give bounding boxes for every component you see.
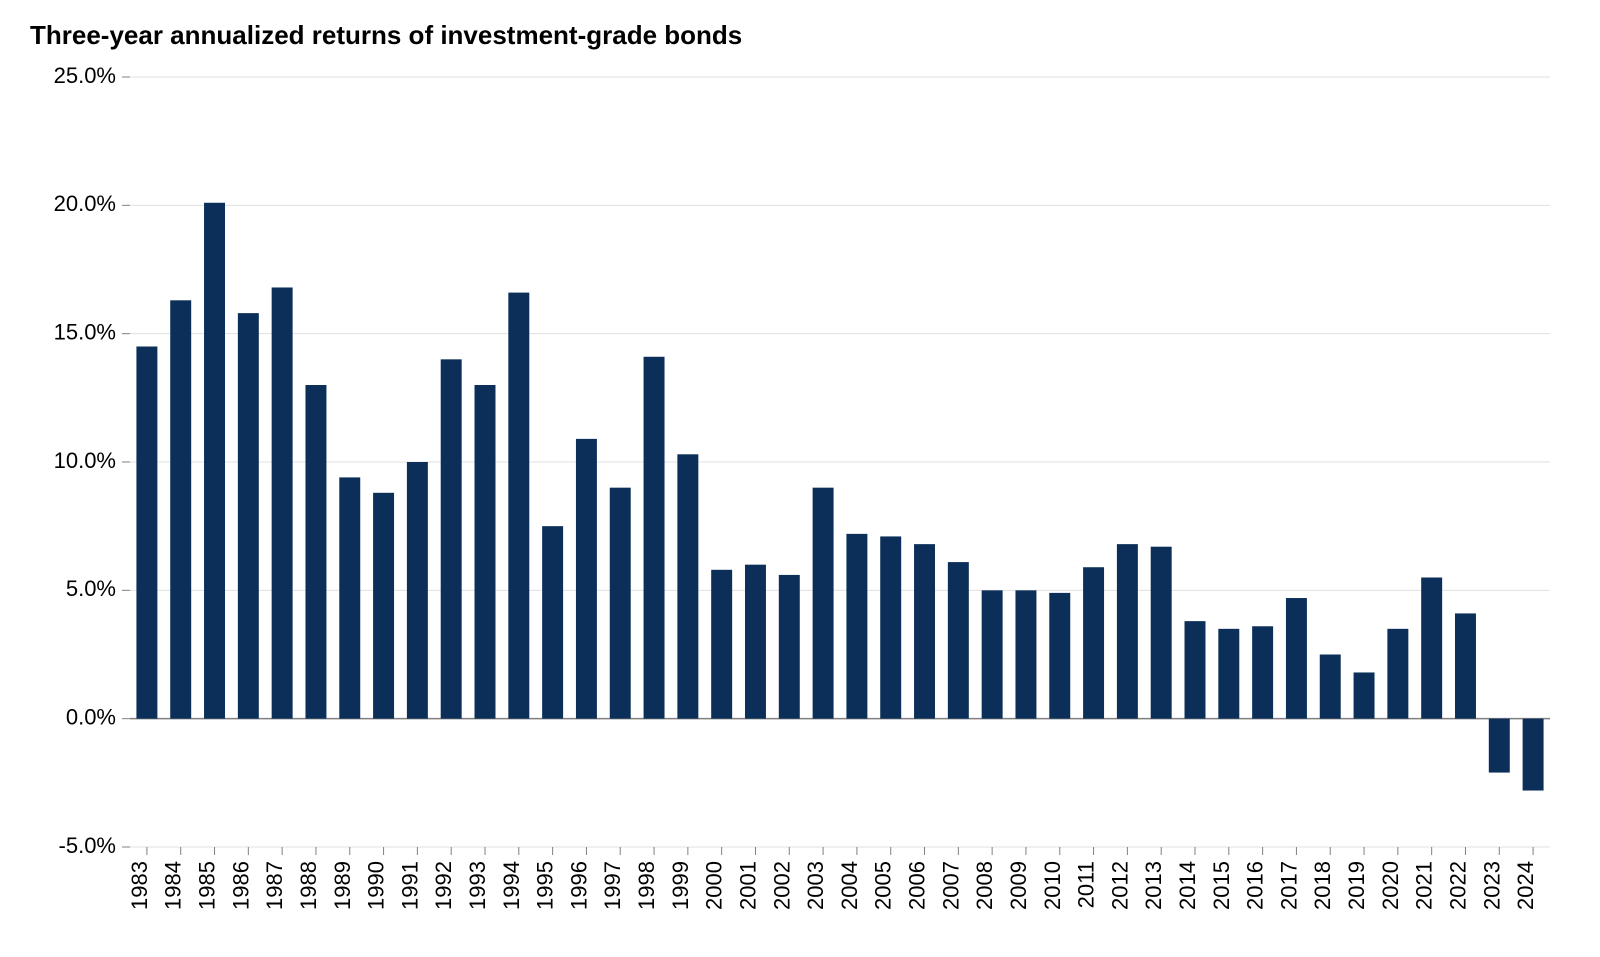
chart-container: Three-year annualized returns of investm… xyxy=(0,0,1600,957)
x-tick-label: 1998 xyxy=(634,861,659,910)
bar xyxy=(644,357,665,719)
x-tick-label: 2023 xyxy=(1479,861,1504,910)
bar xyxy=(745,565,766,719)
chart-background xyxy=(30,57,1570,927)
bar xyxy=(305,385,326,719)
x-tick-label: 1992 xyxy=(431,861,456,910)
bar-chart-svg: -5.0% 0.0% 5.0% 10.0% 15.0% 20.0% 25.0% 1983 198… xyxy=(30,57,1570,927)
x-tick-label: 2002 xyxy=(769,861,794,910)
bar xyxy=(576,439,597,719)
x-tick-label: 2007 xyxy=(938,861,963,910)
chart-title: Three-year annualized returns of investm… xyxy=(30,20,1570,51)
x-tick-label: 2021 xyxy=(1412,861,1437,910)
x-tick-label: 1985 xyxy=(195,861,220,910)
bar xyxy=(1117,544,1138,719)
bar xyxy=(1286,598,1307,719)
bar xyxy=(1421,578,1442,719)
x-tick-label: 1991 xyxy=(397,861,422,910)
x-tick-label: 2024 xyxy=(1513,861,1538,910)
bar xyxy=(1218,629,1239,719)
bar xyxy=(1354,672,1375,718)
x-tick-label: 2018 xyxy=(1310,861,1335,910)
bar xyxy=(779,575,800,719)
x-tick-label: 2004 xyxy=(837,861,862,910)
bar xyxy=(711,570,732,719)
x-tick-label: 1986 xyxy=(228,861,253,910)
bar xyxy=(813,488,834,719)
x-tick-label: 2017 xyxy=(1276,861,1301,910)
x-tick-label: 2003 xyxy=(803,861,828,910)
x-tick-label: 2011 xyxy=(1074,861,1099,908)
bar xyxy=(136,347,157,719)
x-tick-label: 1988 xyxy=(296,861,321,910)
y-tick-label: 10.0% xyxy=(54,448,116,473)
bar xyxy=(880,536,901,718)
x-tick-label: 2013 xyxy=(1141,861,1166,910)
bar xyxy=(1083,567,1104,718)
bar xyxy=(1523,719,1544,791)
x-tick-label: 2006 xyxy=(905,861,930,910)
y-tick-label: 0.0% xyxy=(66,704,116,729)
bar xyxy=(914,544,935,719)
y-tick-label: -5.0% xyxy=(59,833,116,858)
x-tick-label: 2019 xyxy=(1344,861,1369,910)
x-tick-label: 2009 xyxy=(1006,861,1031,910)
x-tick-label: 2005 xyxy=(871,861,896,910)
x-tick-label: 2001 xyxy=(735,861,760,910)
bar xyxy=(542,526,563,719)
bar xyxy=(948,562,969,719)
bar xyxy=(475,385,496,719)
bar xyxy=(373,493,394,719)
x-tick-label: 1984 xyxy=(161,861,186,910)
x-tick-label: 2015 xyxy=(1209,861,1234,910)
x-tick-label: 1993 xyxy=(465,861,490,910)
y-tick-label: 25.0% xyxy=(54,63,116,88)
x-tick-label: 1987 xyxy=(262,861,287,910)
bar xyxy=(1151,547,1172,719)
x-tick-label: 1990 xyxy=(364,861,389,910)
bar xyxy=(1252,626,1273,718)
x-tick-label: 1994 xyxy=(499,861,524,910)
x-tick-label: 1999 xyxy=(668,861,693,910)
bar xyxy=(204,203,225,719)
x-tick-label: 2012 xyxy=(1107,861,1132,910)
x-tick-label: 2016 xyxy=(1243,861,1268,910)
bar xyxy=(1015,590,1036,718)
x-tick-label: 2022 xyxy=(1445,861,1470,910)
bar xyxy=(1049,593,1070,719)
bar xyxy=(272,287,293,718)
x-tick-label: 1997 xyxy=(600,861,625,910)
y-tick-label: 15.0% xyxy=(54,319,116,344)
y-tick-label: 5.0% xyxy=(66,576,116,601)
x-tick-label: 1996 xyxy=(566,861,591,910)
bar xyxy=(677,454,698,718)
bar xyxy=(238,313,259,719)
bar xyxy=(170,300,191,718)
x-tick-label: 1995 xyxy=(533,861,558,910)
bar xyxy=(846,534,867,719)
bar xyxy=(407,462,428,719)
x-tick-label: 2000 xyxy=(702,861,727,910)
bar xyxy=(610,488,631,719)
x-tick-label: 2008 xyxy=(972,861,997,910)
x-tick-label: 1983 xyxy=(127,861,152,910)
bar xyxy=(982,590,1003,718)
x-tick-label: 2014 xyxy=(1175,861,1200,910)
y-tick-label: 20.0% xyxy=(54,191,116,216)
x-tick-label: 1989 xyxy=(330,861,355,910)
bar xyxy=(1320,655,1341,719)
x-tick-label: 2010 xyxy=(1040,861,1065,910)
bar xyxy=(508,293,529,719)
bar xyxy=(1185,621,1206,719)
bar xyxy=(441,359,462,718)
x-tick-label: 2020 xyxy=(1378,861,1403,910)
bar xyxy=(1489,719,1510,773)
bar xyxy=(1455,613,1476,718)
chart-plot-area: -5.0% 0.0% 5.0% 10.0% 15.0% 20.0% 25.0% 1983 198… xyxy=(30,57,1570,927)
bar xyxy=(339,477,360,718)
bar xyxy=(1387,629,1408,719)
